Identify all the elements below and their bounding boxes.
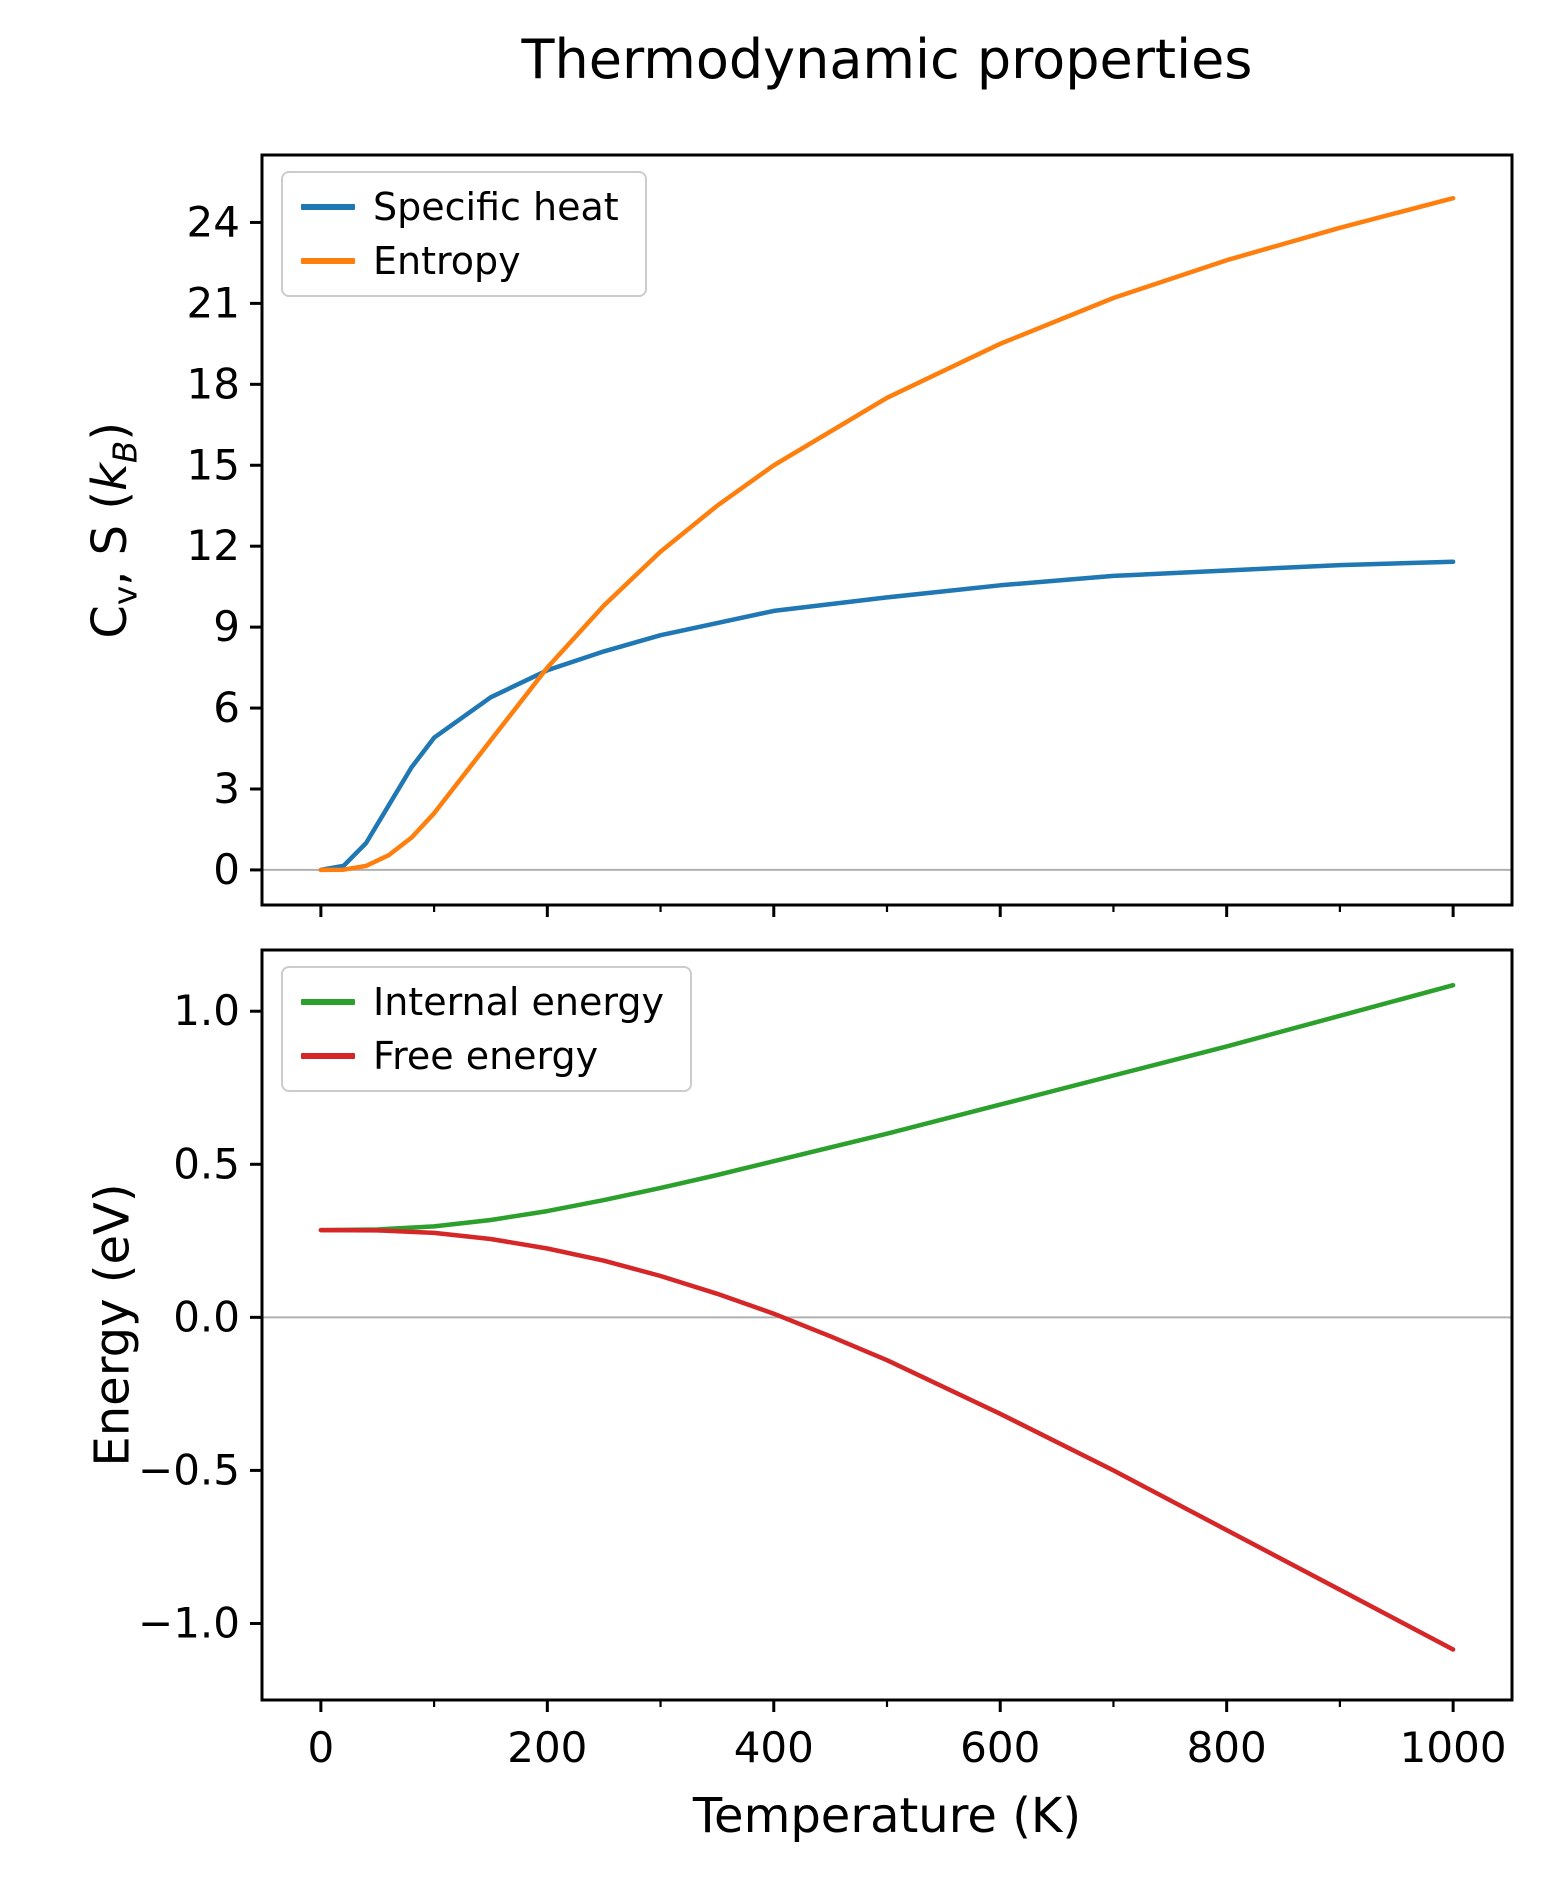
- ylabel-part-B-sub: B: [106, 440, 145, 463]
- legend-entry-entropy: Entropy: [301, 239, 619, 283]
- ylabel-part-S: , S (: [81, 490, 138, 586]
- y-axis-label-top: Cv, S (kB): [78, 155, 148, 905]
- legend-entry-free-energy: Free energy: [301, 1034, 664, 1078]
- legend-line-specific-heat-icon: [301, 204, 355, 210]
- x-tick-label: 1000: [1400, 1723, 1507, 1772]
- x-axis-label: Temperature (K): [692, 1788, 1082, 1844]
- legend-line-internal-energy-icon: [301, 999, 355, 1005]
- y-tick-label: 9: [213, 602, 240, 651]
- legend-label-free-energy: Free energy: [373, 1034, 599, 1078]
- ylabel-part-k-italic: k: [81, 462, 138, 491]
- series-line-entropy: [318, 195, 1456, 873]
- series-line-free-energy: [318, 1227, 1456, 1652]
- y-tick-label: 6: [213, 683, 240, 732]
- y-tick-label: 0.5: [173, 1139, 240, 1188]
- series-line-internal-energy: [318, 982, 1456, 1233]
- y-tick-label: 12: [187, 521, 240, 570]
- x-tick-label: 400: [734, 1723, 814, 1772]
- x-tick-label: 0: [308, 1723, 335, 1772]
- legend-entry-internal-energy: Internal energy: [301, 980, 664, 1024]
- legend-label-internal-energy: Internal energy: [373, 980, 664, 1024]
- y-tick-label: 1.0: [173, 986, 240, 1035]
- ylabel-part-C: C: [81, 604, 138, 639]
- y-axis-label-top-text: Cv, S (kB): [82, 422, 145, 639]
- ylabel-part-close: ): [81, 421, 138, 441]
- y-tick-label: 21: [187, 278, 240, 327]
- y-axis-label-bottom-text: Energy (eV): [85, 1183, 141, 1467]
- y-tick-label: 0.0: [173, 1292, 240, 1341]
- y-axis-label-bottom: Energy (eV): [78, 950, 148, 1700]
- y-tick-label: 3: [213, 764, 240, 813]
- y-tick-label: −0.5: [138, 1445, 240, 1494]
- legend-label-entropy: Entropy: [373, 239, 521, 283]
- legend-bottom-panel: Internal energy Free energy: [281, 966, 692, 1092]
- chart-title: Thermodynamic properties: [521, 28, 1253, 91]
- y-tick-label: 15: [187, 440, 240, 489]
- y-tick-label: 24: [187, 197, 240, 246]
- legend-line-free-energy-icon: [301, 1053, 355, 1059]
- legend-label-specific-heat: Specific heat: [373, 185, 619, 229]
- x-tick-label: 800: [1187, 1723, 1267, 1772]
- y-tick-label: 0: [213, 845, 240, 894]
- ylabel-part-v-sub: v: [106, 585, 145, 605]
- legend-line-entropy-icon: [301, 258, 355, 264]
- legend-top-panel: Specific heat Entropy: [281, 171, 647, 297]
- series-line-specific-heat: [318, 559, 1456, 873]
- y-tick-label: −1.0: [138, 1598, 240, 1647]
- x-tick-label: 200: [507, 1723, 587, 1772]
- y-tick-label: 18: [187, 359, 240, 408]
- x-tick-label: 600: [960, 1723, 1040, 1772]
- legend-entry-specific-heat: Specific heat: [301, 185, 619, 229]
